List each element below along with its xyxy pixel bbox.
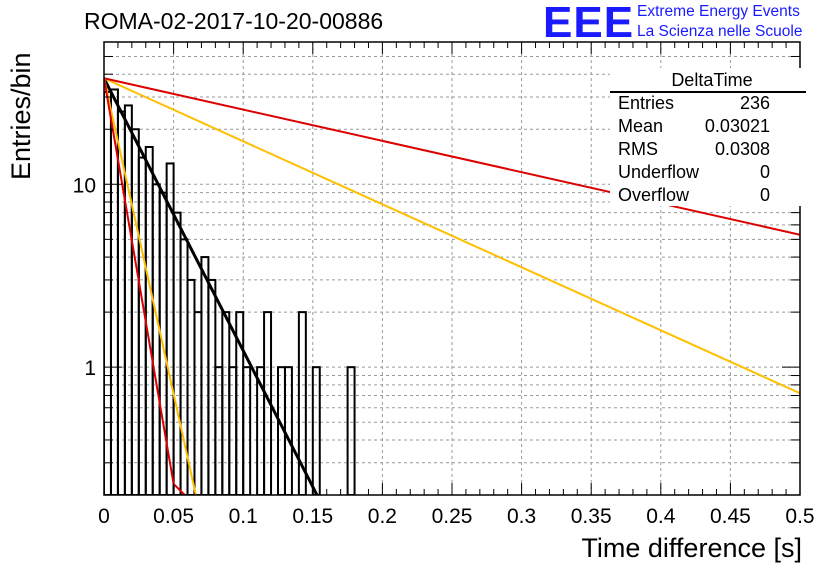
histogram-bar	[151, 183, 161, 495]
stats-title: DeltaTime	[671, 70, 753, 90]
histogram-bar	[104, 90, 112, 495]
y-tick-label: 10	[73, 174, 96, 197]
x-tick-label: 0.5	[785, 505, 814, 528]
histogram-bar	[346, 366, 356, 495]
stats-label: Entries	[618, 93, 675, 113]
x-tick-label: 0	[98, 505, 110, 528]
stats-row-entries: Entries 236	[618, 92, 770, 115]
histogram-bar	[283, 366, 293, 495]
page-title: ROMA-02-2017-10-20-00886	[84, 8, 384, 34]
fit-line	[104, 78, 197, 495]
x-tick-label: 0.35	[571, 505, 612, 528]
y-tick-label: 1	[84, 357, 96, 380]
stats-label: Overflow	[618, 185, 690, 205]
stats-label: Mean	[618, 116, 664, 136]
fit-line	[104, 77, 800, 236]
logo-line-1: Extreme Energy Events	[637, 3, 800, 20]
fit-line	[104, 77, 800, 395]
x-tick-label: 0.05	[153, 505, 194, 528]
stats-row-rms: RMS 0.0308	[618, 138, 770, 161]
x-tick-label: 0.2	[368, 505, 397, 528]
stats-row-mean: Mean 0.03021	[618, 115, 770, 138]
x-tick-label: 0.1	[229, 505, 258, 528]
x-axis-label: Time difference [s]	[581, 533, 802, 563]
stats-row-underflow: Underflow 0	[618, 161, 770, 184]
stats-box: DeltaTime Entries 236 Mean 0.03021 RMS 0…	[610, 68, 806, 206]
histogram-bar	[221, 311, 231, 495]
histogram-bar	[137, 156, 147, 495]
stats-value: 0	[759, 162, 770, 182]
histogram-bar	[172, 211, 182, 495]
stats-label: RMS	[618, 139, 658, 159]
fit-line	[104, 77, 319, 495]
stats-value: 0.0308	[714, 139, 770, 159]
stats-label: Underflow	[618, 162, 700, 182]
x-tick-label: 0.25	[432, 505, 473, 528]
histogram-bar	[228, 366, 238, 495]
histogram-bar	[144, 145, 154, 495]
logo-line-2: La Scienza nelle Scuole	[637, 23, 803, 40]
stats-value: 236	[739, 93, 770, 113]
stats-value: 0	[759, 185, 770, 205]
stats-divider	[610, 91, 806, 93]
stats-value: 0.03021	[704, 116, 770, 136]
eee-logo: EEE	[543, 0, 635, 47]
histogram-bar	[193, 311, 203, 495]
histogram-bar	[214, 366, 224, 495]
stats-row-overflow: Overflow 0	[618, 184, 770, 207]
histogram-bar	[123, 104, 133, 495]
histogram-bar	[242, 366, 252, 495]
histogram-bar	[297, 311, 307, 495]
x-tick-label: 0.45	[710, 505, 751, 528]
x-tick-label: 0.3	[507, 505, 536, 528]
x-tick-label: 0.4	[646, 505, 676, 528]
histogram-bar	[311, 366, 321, 495]
y-axis-label: Entries/bin	[6, 52, 36, 180]
x-tick-label: 0.15	[292, 505, 333, 528]
